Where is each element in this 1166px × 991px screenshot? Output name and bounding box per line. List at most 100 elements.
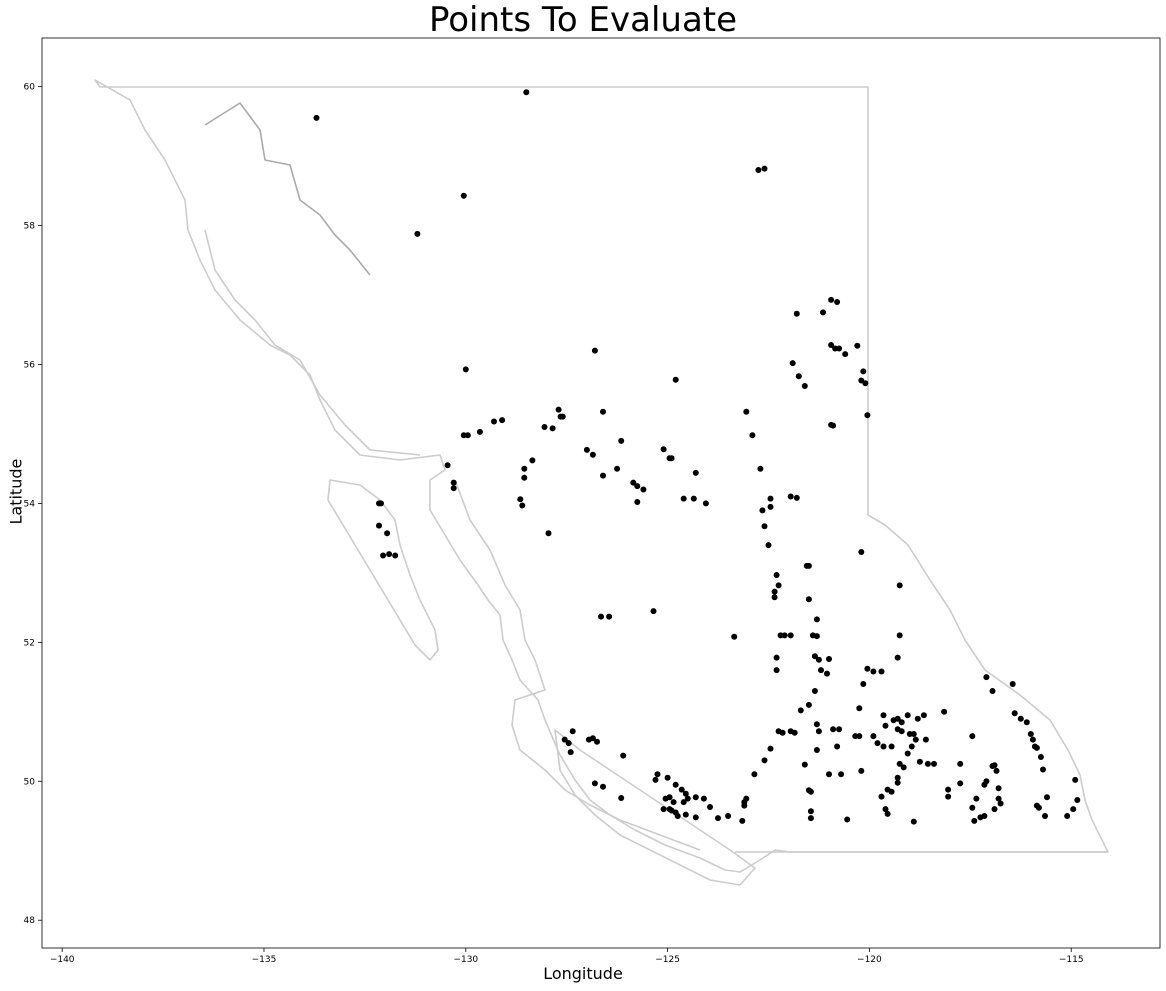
data-point bbox=[878, 793, 885, 800]
data-point bbox=[904, 712, 911, 719]
data-point bbox=[856, 705, 863, 712]
data-point bbox=[894, 654, 901, 661]
data-point bbox=[870, 733, 877, 740]
data-point bbox=[983, 778, 990, 785]
data-point bbox=[654, 771, 661, 778]
data-point bbox=[894, 715, 901, 722]
data-point bbox=[1017, 715, 1024, 722]
data-point bbox=[924, 760, 931, 767]
data-point bbox=[801, 383, 808, 389]
province-boundary bbox=[94, 79, 1109, 886]
data-point bbox=[594, 738, 600, 745]
data-point bbox=[910, 818, 917, 825]
data-point bbox=[444, 462, 451, 469]
data-point bbox=[591, 780, 598, 787]
data-point bbox=[896, 582, 903, 589]
alaska-border bbox=[204, 102, 371, 276]
data-point bbox=[672, 781, 679, 788]
data-point bbox=[795, 373, 802, 380]
y-tick: 48 bbox=[24, 916, 42, 926]
data-point bbox=[789, 360, 796, 367]
data-point bbox=[830, 422, 837, 429]
data-point bbox=[773, 667, 780, 674]
data-point bbox=[838, 771, 845, 778]
data-point bbox=[682, 790, 689, 797]
data-point bbox=[725, 813, 732, 819]
data-point bbox=[634, 499, 641, 505]
data-point bbox=[692, 794, 699, 801]
data-point bbox=[529, 457, 536, 464]
data-point bbox=[640, 486, 647, 493]
data-point bbox=[618, 437, 625, 444]
points-layer bbox=[313, 89, 1081, 825]
data-point bbox=[761, 757, 768, 764]
data-point bbox=[813, 747, 820, 753]
data-point bbox=[882, 722, 889, 729]
data-point bbox=[813, 721, 820, 728]
y-tick: 52 bbox=[24, 638, 42, 648]
data-point bbox=[864, 412, 871, 419]
data-point bbox=[1011, 710, 1018, 717]
data-point bbox=[856, 733, 863, 740]
data-point bbox=[828, 342, 835, 348]
y-tick-label: 54 bbox=[24, 499, 36, 509]
data-point bbox=[775, 582, 782, 589]
data-point bbox=[521, 465, 528, 472]
y-tick-label: 52 bbox=[24, 638, 35, 648]
data-point bbox=[1033, 744, 1040, 751]
data-point bbox=[1044, 794, 1050, 801]
data-point bbox=[807, 788, 814, 795]
data-point bbox=[910, 731, 917, 737]
x-tick-label: −125 bbox=[655, 955, 680, 965]
data-point bbox=[858, 549, 865, 555]
y-tick: 60 bbox=[24, 83, 42, 93]
data-point bbox=[854, 342, 861, 349]
y-tick: 58 bbox=[24, 222, 42, 232]
data-point bbox=[555, 406, 562, 413]
data-point bbox=[682, 811, 689, 818]
y-tick: 56 bbox=[24, 360, 42, 370]
coastline-inner bbox=[204, 229, 701, 851]
data-point bbox=[793, 310, 800, 317]
data-point bbox=[517, 496, 524, 503]
data-point bbox=[842, 351, 849, 358]
data-point bbox=[811, 688, 818, 694]
data-point bbox=[462, 366, 469, 373]
data-point bbox=[692, 814, 699, 821]
data-point bbox=[882, 806, 889, 813]
data-point bbox=[914, 715, 921, 722]
data-point bbox=[1070, 806, 1077, 813]
data-point bbox=[908, 743, 915, 750]
data-point bbox=[870, 668, 877, 675]
data-point bbox=[1037, 754, 1044, 760]
data-point bbox=[989, 688, 996, 694]
data-point bbox=[862, 380, 869, 387]
data-point bbox=[828, 296, 835, 303]
data-point bbox=[702, 500, 709, 507]
data-point bbox=[668, 455, 675, 462]
data-point bbox=[993, 767, 1000, 774]
data-point bbox=[983, 674, 990, 681]
data-point bbox=[662, 795, 669, 802]
x-axis-label: Longitude bbox=[543, 964, 623, 983]
data-point bbox=[888, 743, 895, 750]
data-point bbox=[739, 817, 746, 824]
data-point bbox=[797, 707, 804, 714]
data-point bbox=[830, 726, 837, 733]
y-tick: 54 bbox=[24, 499, 42, 509]
data-point bbox=[945, 793, 952, 800]
data-point bbox=[741, 799, 748, 806]
data-point bbox=[384, 530, 391, 537]
data-point bbox=[836, 726, 843, 733]
y-tick-label: 48 bbox=[24, 916, 36, 926]
x-tick: −140 bbox=[50, 948, 75, 965]
data-point bbox=[1074, 797, 1081, 803]
chart-title: Points To Evaluate bbox=[428, 0, 738, 40]
data-point bbox=[874, 740, 881, 747]
data-point bbox=[860, 368, 867, 375]
data-point bbox=[460, 192, 467, 199]
data-point bbox=[1040, 766, 1046, 773]
data-point bbox=[664, 774, 671, 781]
data-point bbox=[1029, 736, 1036, 743]
data-point bbox=[896, 632, 903, 639]
